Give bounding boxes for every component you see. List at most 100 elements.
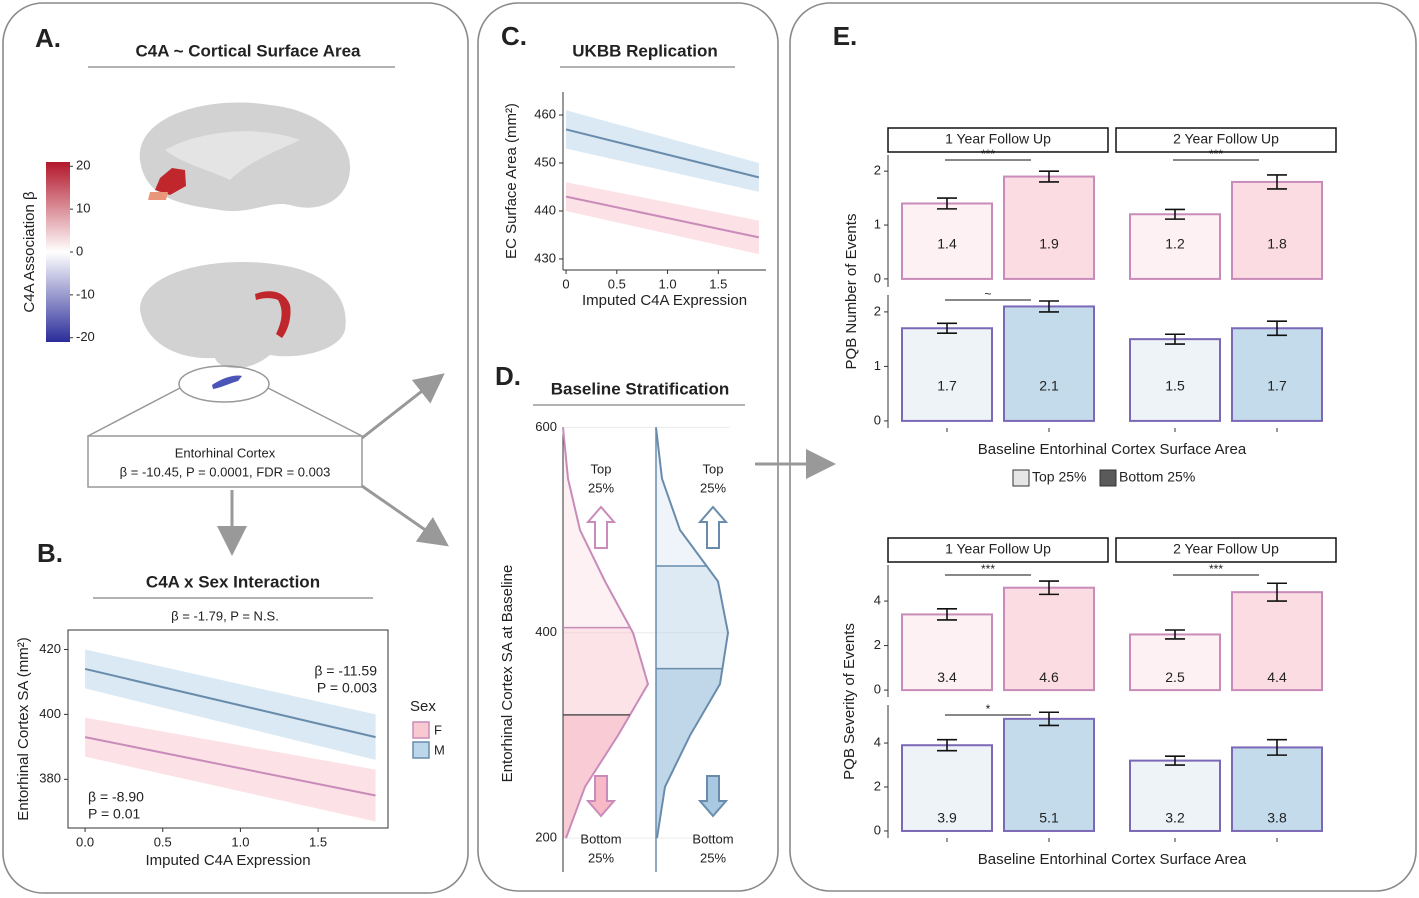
density-curve	[655, 427, 730, 839]
bottom-label: Bottom	[692, 831, 733, 846]
ci-band	[566, 110, 759, 192]
panel-frame	[789, 2, 1417, 892]
x-axis-label: Baseline Entorhinal Cortex Surface Area	[978, 851, 1247, 868]
bar	[1231, 180, 1323, 280]
facet-header	[887, 127, 1109, 153]
density-upper	[563, 427, 631, 628]
legend-label: Bottom 25%	[1119, 469, 1195, 485]
bar	[1129, 338, 1221, 422]
chart-title: C4A x Sex Interaction	[146, 572, 320, 591]
ci-band	[566, 182, 759, 255]
bar	[1003, 175, 1095, 280]
facet-label: 2 Year Follow Up	[1173, 541, 1279, 557]
y-axis-label: EC Surface Area (mm²)	[503, 103, 520, 259]
value-label: 3.8	[1267, 810, 1287, 826]
legend-title: Sex	[410, 698, 436, 715]
legend-label: F	[434, 722, 442, 737]
sig-label: ***	[1209, 562, 1223, 576]
colorbar-label: C4A Association β	[21, 191, 38, 313]
value-label: 1.5	[1165, 378, 1185, 394]
sig-label: *	[986, 702, 991, 716]
colorbar-tick-label: 0	[76, 243, 83, 258]
panel-label: E.	[833, 21, 858, 51]
fit-line	[565, 195, 760, 239]
top-label: 25%	[588, 480, 614, 495]
value-label: 2.5	[1165, 669, 1185, 685]
density-upper	[656, 427, 707, 566]
colorbar-tick-label: 20	[76, 158, 90, 173]
chart-title: UKBB Replication	[572, 41, 717, 60]
brain-medial	[140, 262, 346, 389]
panel-frame	[2, 2, 469, 894]
y-axis-label: Entorhinal Cortex SA at Baseline	[499, 565, 516, 783]
chart-subtitle: β = -1.79, P = N.S.	[171, 608, 279, 623]
value-label: 1.8	[1267, 236, 1287, 252]
up-arrow	[697, 505, 729, 549]
fit-line	[84, 736, 376, 797]
panel-frame	[477, 2, 779, 892]
y-tick-label: 440	[534, 202, 556, 217]
y-axis-label: PQB Severity of Events	[841, 623, 858, 780]
legend-swatch	[412, 721, 430, 739]
x-tick-label: 1.0	[659, 276, 677, 291]
plot-frame	[67, 629, 389, 829]
y-tick-label: 4	[874, 734, 881, 749]
x-tick-label: 0.5	[154, 834, 172, 849]
down-arrow	[585, 775, 617, 818]
panel-label: D.	[495, 361, 521, 391]
colorbar-tick-label: -20	[76, 329, 95, 344]
sig-label: ***	[981, 147, 995, 161]
sig-label: ~	[984, 287, 991, 301]
annotation: β = -11.59	[314, 663, 377, 679]
value-label: 5.1	[1039, 810, 1059, 826]
bar	[1003, 586, 1095, 692]
colorbar	[46, 162, 70, 342]
y-tick-label: 460	[534, 106, 556, 121]
bottom-label: 25%	[588, 850, 614, 865]
arrow	[361, 373, 445, 440]
value-label: 2.1	[1039, 378, 1059, 394]
x-tick-label: 0.0	[76, 834, 94, 849]
bottom-label: 25%	[700, 850, 726, 865]
legend-label: M	[434, 742, 445, 757]
facet-header	[1115, 537, 1337, 563]
legend-swatch	[1099, 469, 1117, 487]
arrow	[361, 484, 449, 547]
bar	[901, 327, 993, 422]
y-tick-label: 0	[874, 270, 881, 285]
panel-label: A.	[35, 23, 61, 53]
colorbar-tick-label: -10	[76, 286, 95, 301]
y-tick-label: 600	[535, 419, 557, 434]
density-middle	[656, 565, 728, 669]
bar	[1003, 305, 1095, 422]
connector	[267, 387, 363, 437]
value-label: 3.4	[937, 669, 957, 685]
y-tick-label: 1	[874, 358, 881, 373]
value-label: 1.9	[1039, 236, 1059, 252]
region-stats: β = -10.45, P = 0.0001, FDR = 0.003	[120, 464, 331, 479]
sig-label: ***	[981, 562, 995, 576]
y-tick-label: 1	[874, 216, 881, 231]
annotation: P = 0.01	[88, 806, 141, 822]
y-axis-label: PQB Number of Events	[843, 214, 860, 370]
y-tick-label: 2	[874, 637, 881, 652]
region-outline	[178, 365, 270, 403]
region-name: Entorhinal Cortex	[175, 445, 276, 460]
x-axis-label: Imputed C4A Expression	[145, 852, 310, 869]
top-label: Top	[703, 461, 724, 476]
top-label: Top	[591, 461, 612, 476]
y-tick-label: 450	[534, 154, 556, 169]
y-tick-label: 4	[874, 592, 881, 607]
panel-label: C.	[501, 21, 527, 51]
y-tick-label: 430	[534, 250, 556, 265]
y-tick-label: 2	[874, 303, 881, 318]
value-label: 4.6	[1039, 669, 1059, 685]
brain-lateral	[139, 102, 351, 212]
x-tick-label: 1.0	[231, 834, 249, 849]
legend-swatch	[1012, 469, 1030, 487]
bar	[1129, 759, 1221, 832]
bar	[1129, 213, 1221, 280]
x-tick-label: 0.5	[608, 276, 626, 291]
colorbar-tick-label: 10	[76, 201, 90, 216]
